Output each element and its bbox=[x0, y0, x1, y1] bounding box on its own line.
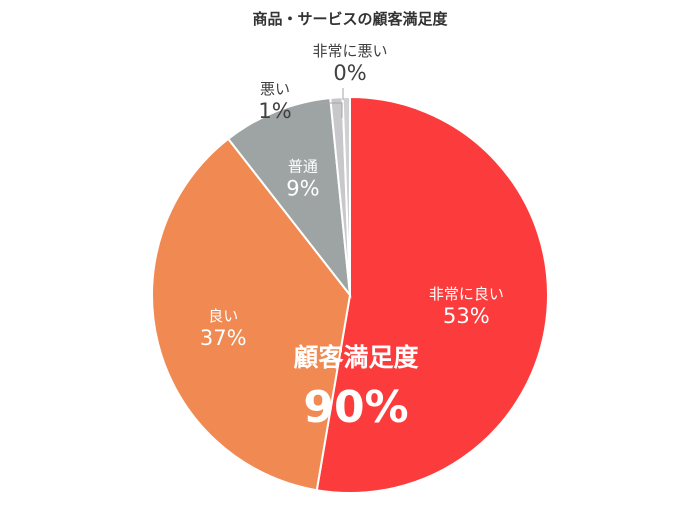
slice-value-label-5: 0% bbox=[333, 61, 366, 85]
chart-title: 商品・サービスの顧客満足度 bbox=[252, 10, 448, 28]
pie-slice-2 bbox=[151, 137, 352, 492]
slice-value-label-3: 9% bbox=[286, 176, 319, 200]
satisfaction-label: 顧客満足度 bbox=[293, 343, 418, 372]
pie-slices bbox=[151, 95, 549, 494]
slice-value-label-4: 1% bbox=[258, 99, 291, 123]
leader-lines bbox=[318, 88, 344, 118]
slice-value-label-2: 37% bbox=[200, 326, 247, 350]
slice-category-label-2: 良い bbox=[208, 307, 238, 325]
slice-category-label-5: 非常に悪い bbox=[312, 42, 387, 60]
pie-slice-1 bbox=[315, 95, 549, 494]
slice-value-label-1: 53% bbox=[443, 304, 490, 328]
slice-category-label-3: 普通 bbox=[288, 157, 318, 175]
slice-category-label-4: 悪い bbox=[260, 80, 290, 98]
pie-slice-3 bbox=[226, 96, 352, 299]
leader-line-4 bbox=[318, 102, 343, 118]
slice-category-label-1: 非常に良い bbox=[429, 285, 504, 303]
satisfaction-value: 90% bbox=[303, 382, 408, 433]
